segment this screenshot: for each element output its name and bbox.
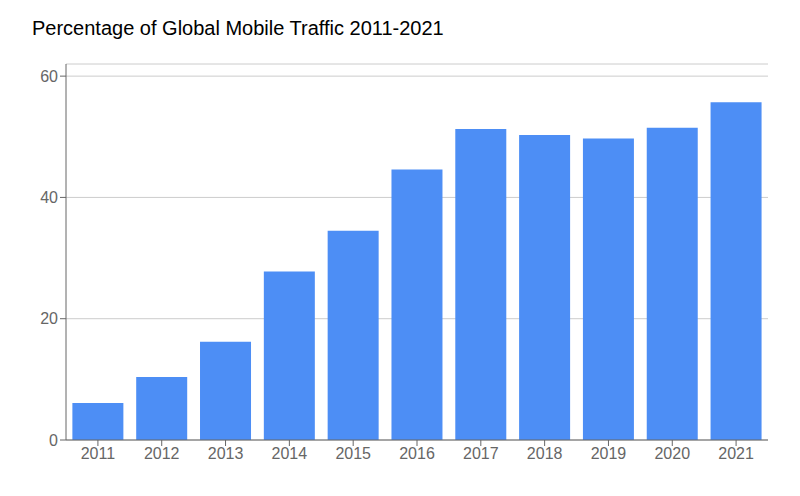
svg-text:2014: 2014 (272, 445, 308, 462)
svg-text:2021: 2021 (718, 445, 754, 462)
svg-text:40: 40 (40, 189, 58, 206)
svg-text:0: 0 (49, 432, 58, 449)
svg-text:2017: 2017 (463, 445, 499, 462)
svg-text:2016: 2016 (399, 445, 435, 462)
svg-text:2015: 2015 (335, 445, 371, 462)
svg-text:2012: 2012 (144, 445, 180, 462)
svg-text:2013: 2013 (208, 445, 244, 462)
svg-text:20: 20 (40, 310, 58, 327)
svg-text:60: 60 (40, 68, 58, 85)
svg-text:2020: 2020 (654, 445, 690, 462)
svg-text:2011: 2011 (81, 445, 116, 462)
html-text:Percentage of Global Mobile Tr: Percentage of Global Mobile Traffic 2011… (32, 17, 444, 39)
svg-text:2019: 2019 (591, 445, 627, 462)
svg-text:2018: 2018 (527, 445, 563, 462)
